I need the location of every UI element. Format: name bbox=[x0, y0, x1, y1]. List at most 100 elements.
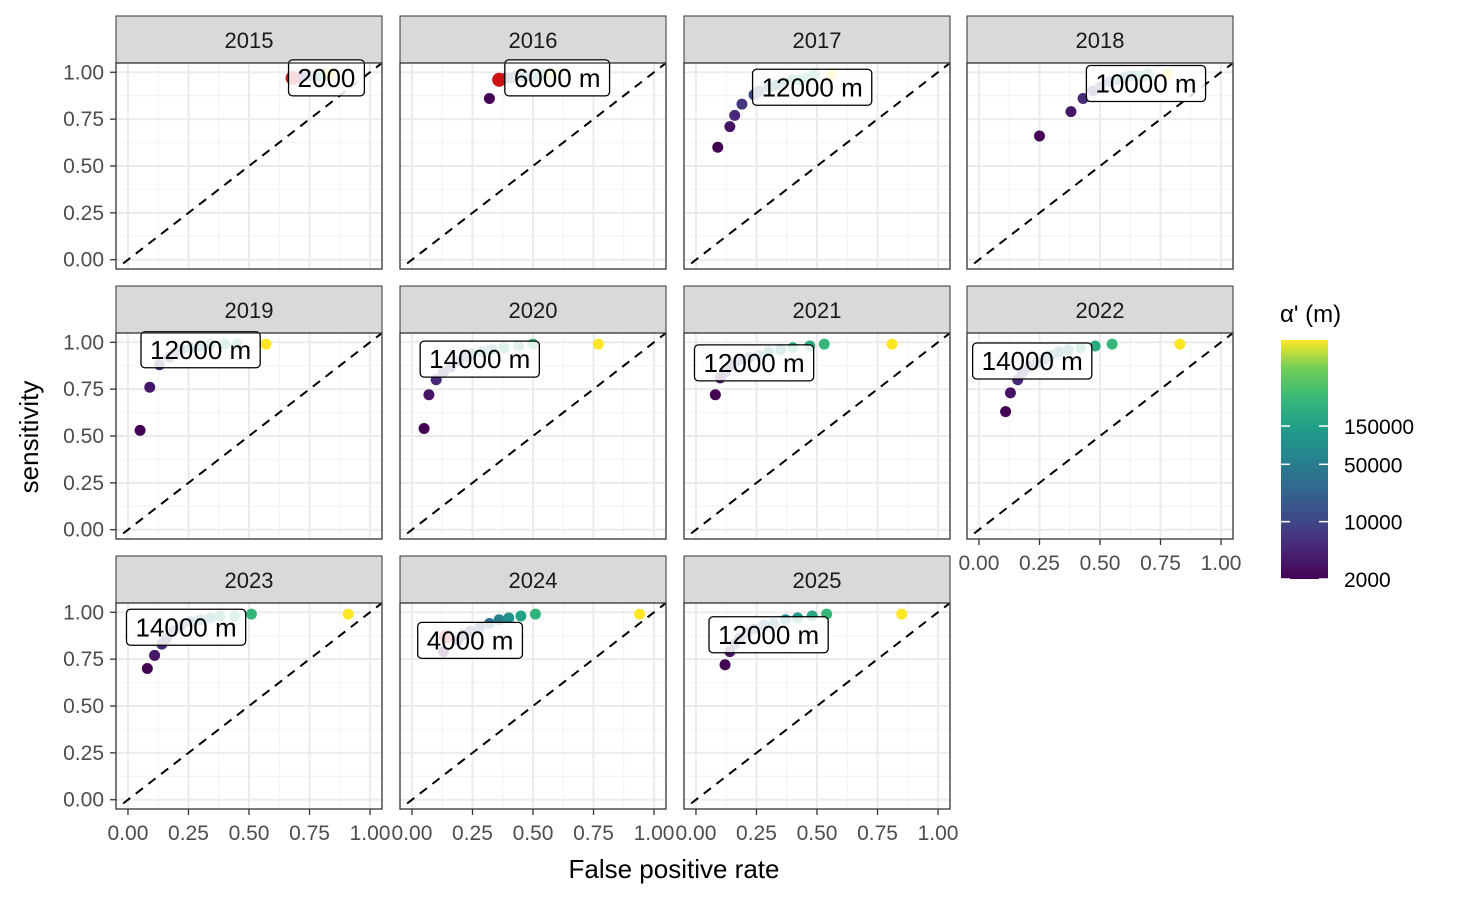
x-axis-2022: 0.00 0.25 0.50 0.75 1.00 bbox=[959, 539, 1241, 575]
label-text: 12000 m bbox=[703, 348, 804, 378]
x-axis-2024: 0.00 0.25 0.50 0.75 1.00 bbox=[392, 809, 675, 845]
data-point bbox=[634, 608, 646, 620]
label-text: 2000 bbox=[298, 63, 356, 93]
optimal-label-2024: 4000 m bbox=[417, 621, 524, 660]
label-box bbox=[751, 68, 873, 106]
strip-label-2024: 2024 bbox=[509, 568, 558, 593]
x-tick-label: 0.00 bbox=[959, 552, 1000, 575]
label-box bbox=[287, 59, 366, 97]
diagonal-reference-line bbox=[690, 63, 950, 265]
panel-2017: 2017 12000 m bbox=[683, 15, 951, 270]
x-tick-label: 0.00 bbox=[676, 822, 717, 845]
label-text: 14000 m bbox=[429, 344, 530, 374]
y-axis-title: sensitivity bbox=[14, 381, 44, 494]
x-tick-label: 0.00 bbox=[392, 822, 433, 845]
y-tick-label: 0.50 bbox=[63, 695, 104, 718]
strip-label-2021: 2021 bbox=[793, 298, 842, 323]
y-axis-2019: 0.00 0.25 0.50 0.75 1.00 bbox=[63, 331, 116, 542]
strip-label-2023: 2023 bbox=[225, 568, 274, 593]
data-point bbox=[1174, 338, 1186, 350]
optimal-point bbox=[492, 72, 507, 87]
x-tick-label: 0.25 bbox=[452, 822, 493, 845]
data-point bbox=[709, 389, 721, 401]
label-text: 14000 m bbox=[982, 346, 1083, 376]
panel-2025: 2025 12000 m 0.00 0.25 0.50 0.75 1.00 bbox=[676, 555, 959, 845]
legend-label: 50000 bbox=[1344, 454, 1402, 477]
label-box bbox=[417, 621, 524, 660]
strip-label-2020: 2020 bbox=[509, 298, 558, 323]
data-point bbox=[818, 338, 830, 350]
optimal-label-2022: 14000 m bbox=[971, 342, 1093, 380]
label-box bbox=[419, 340, 540, 378]
data-point bbox=[896, 608, 908, 620]
legend-colorbar bbox=[1281, 340, 1328, 579]
label-box bbox=[140, 331, 261, 369]
data-point bbox=[1106, 338, 1118, 350]
y-tick-label: 0.00 bbox=[63, 249, 104, 272]
y-axis-2015: 0.00 0.25 0.50 0.75 1.00 bbox=[63, 61, 116, 272]
label-text: 12000 m bbox=[150, 335, 251, 365]
panel-2015: 2015 2000 0.00 0.25 0.50 0.75 1.00 bbox=[63, 15, 383, 272]
x-axis-2023: 0.00 0.25 0.50 0.75 1.00 bbox=[108, 809, 390, 845]
strip-label-2016: 2016 bbox=[509, 28, 558, 53]
data-point bbox=[483, 93, 495, 105]
label-box bbox=[1085, 64, 1207, 103]
panel-2022: 2022 14000 m 0.00 0.25 0.50 0.75 1.00 bbox=[959, 285, 1241, 575]
data-point bbox=[144, 381, 156, 393]
y-tick-label: 0.75 bbox=[63, 378, 104, 401]
data-point bbox=[724, 121, 736, 133]
data-point bbox=[712, 141, 724, 153]
x-tick-label: 1.00 bbox=[634, 822, 675, 845]
y-tick-label: 1.00 bbox=[63, 331, 104, 354]
diagonal-reference-line bbox=[122, 333, 382, 535]
label-text: 12000 m bbox=[718, 620, 819, 650]
diagonal-reference-line bbox=[122, 603, 382, 805]
data-point bbox=[729, 109, 741, 121]
diagonal-reference-line bbox=[973, 333, 1233, 535]
grid-2019 bbox=[116, 333, 382, 539]
diagonal-reference-line bbox=[973, 63, 1233, 265]
strip-2022 bbox=[966, 285, 1234, 334]
strip-2015 bbox=[115, 15, 383, 64]
x-tick-label: 0.25 bbox=[168, 822, 209, 845]
label-box bbox=[971, 342, 1093, 380]
data-point bbox=[736, 98, 748, 110]
label-text: 12000 m bbox=[762, 72, 863, 102]
strip-2023 bbox=[115, 555, 383, 604]
data-point bbox=[1000, 406, 1012, 418]
label-box bbox=[125, 608, 247, 646]
panel-border-2016 bbox=[399, 62, 667, 270]
strip-2016 bbox=[399, 15, 667, 64]
optimal-label-2021: 12000 m bbox=[693, 344, 815, 382]
x-tick-label: 0.50 bbox=[229, 822, 270, 845]
strip-2024 bbox=[399, 555, 667, 604]
x-axis-2025: 0.00 0.25 0.50 0.75 1.00 bbox=[676, 809, 959, 845]
x-tick-label: 0.25 bbox=[736, 822, 777, 845]
color-legend: α' (m) 2000 10000 50000 150000 bbox=[1280, 301, 1414, 592]
label-box bbox=[504, 59, 611, 97]
y-tick-label: 1.00 bbox=[63, 61, 104, 84]
data-point bbox=[260, 338, 272, 350]
legend-label: 2000 bbox=[1344, 569, 1391, 592]
x-tick-label: 0.50 bbox=[797, 822, 838, 845]
x-tick-label: 0.00 bbox=[108, 822, 149, 845]
legend-label: 150000 bbox=[1344, 416, 1414, 439]
strip-2020 bbox=[399, 285, 667, 334]
diagonal-reference-line bbox=[690, 603, 950, 805]
x-tick-label: 1.00 bbox=[918, 822, 959, 845]
x-axis-title: False positive rate bbox=[569, 854, 780, 884]
y-tick-label: 0.50 bbox=[63, 425, 104, 448]
strip-label-2017: 2017 bbox=[793, 28, 842, 53]
y-tick-label: 0.75 bbox=[63, 108, 104, 131]
optimal-label-2015: 2000 bbox=[287, 59, 366, 97]
y-tick-label: 0.50 bbox=[63, 155, 104, 178]
grid-2015 bbox=[116, 63, 382, 269]
data-point bbox=[719, 659, 731, 671]
label-text: 6000 m bbox=[514, 63, 601, 93]
strip-label-2025: 2025 bbox=[793, 568, 842, 593]
strip-label-2022: 2022 bbox=[1076, 298, 1125, 323]
grid-2025 bbox=[684, 603, 950, 809]
label-text: 10000 m bbox=[1095, 69, 1196, 99]
